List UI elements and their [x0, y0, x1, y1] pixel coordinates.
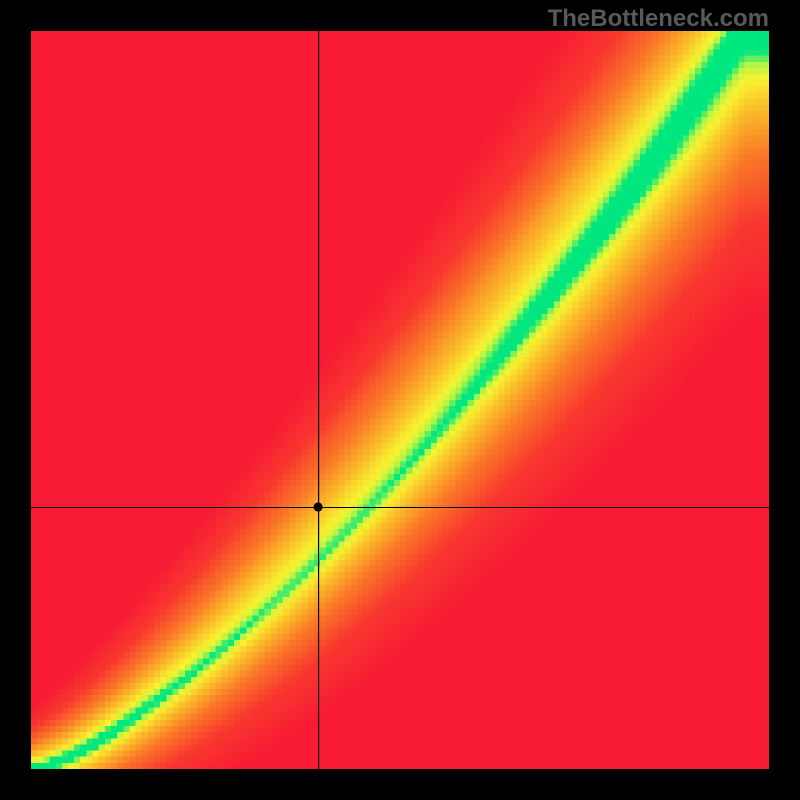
chart-frame: TheBottleneck.com — [0, 0, 800, 800]
crosshair-overlay — [31, 31, 769, 769]
watermark-text: TheBottleneck.com — [548, 5, 769, 33]
heatmap-plot-area — [31, 31, 769, 769]
